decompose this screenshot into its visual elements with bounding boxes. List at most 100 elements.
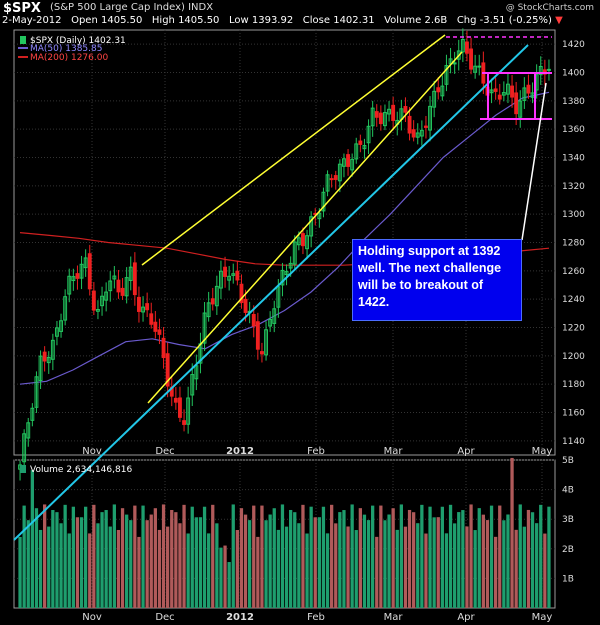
volume-bar	[137, 536, 141, 608]
candle-body	[325, 174, 330, 192]
y-tick-label: 1300	[562, 210, 585, 220]
volume-bar	[338, 512, 342, 608]
volume-bar	[293, 512, 297, 608]
volume-y-tick-label: 5B	[562, 456, 574, 466]
x-tick-label: Apr	[457, 446, 475, 457]
volume-panel	[13, 459, 556, 609]
candle-body	[317, 212, 322, 220]
candle-body	[87, 253, 92, 290]
candle-body	[342, 158, 346, 167]
volume-bar	[289, 509, 293, 608]
volume-bar	[284, 526, 289, 608]
candle-body	[235, 270, 240, 281]
volume-bar	[268, 514, 272, 608]
candle-body	[337, 163, 342, 182]
x-tick-label: Dec	[155, 612, 174, 623]
candle-body	[374, 111, 379, 118]
candle-body	[223, 266, 227, 277]
candle-body	[288, 262, 293, 269]
volume-bar	[211, 504, 215, 608]
candle-body	[165, 353, 170, 387]
candles	[18, 28, 551, 481]
candle-body	[440, 85, 445, 97]
volume-bar	[223, 545, 227, 608]
price-legend: $SPX (Daily) 1402.31 MA(50) 1385.85 MA(2…	[18, 36, 126, 63]
volume-bar	[186, 533, 190, 608]
candle-body	[91, 290, 96, 311]
candle-body	[301, 233, 305, 247]
candle-body	[153, 321, 158, 332]
volume-bar	[514, 529, 518, 608]
volume-bar	[120, 508, 125, 608]
candle-body	[522, 87, 527, 101]
volume-bar	[325, 533, 330, 608]
copyright: @ StockCharts.com	[505, 3, 594, 13]
volume-bar	[461, 510, 465, 608]
volume-bar	[297, 523, 301, 608]
volume-bar	[280, 504, 285, 608]
change-down-arrow-icon: ▼	[555, 15, 563, 26]
volume-bar	[543, 533, 547, 608]
candle-body	[264, 329, 268, 356]
candle-body	[424, 125, 428, 128]
volume-bar	[539, 504, 543, 608]
candle-body	[489, 89, 494, 94]
candle-body	[26, 422, 31, 439]
candle-body	[182, 420, 186, 425]
y-tick-label: 1380	[562, 97, 585, 107]
candle-body	[42, 351, 47, 362]
volume-bar	[272, 508, 276, 608]
volume-bar	[444, 533, 449, 608]
candle-body	[477, 65, 482, 68]
candle-body	[547, 68, 551, 71]
quote-close: 1402.31	[333, 15, 375, 26]
volume-bar	[391, 508, 395, 608]
volume-bar	[453, 523, 457, 608]
legend-price: $SPX (Daily) 1402.31	[30, 36, 126, 46]
volume-bar	[243, 514, 248, 608]
y-tick-label: 1220	[562, 324, 585, 334]
volume-bar	[457, 512, 461, 608]
candle-body	[137, 296, 141, 312]
candle-body	[38, 355, 43, 382]
y-tick-label: 1280	[562, 239, 585, 249]
trend-lines	[13, 34, 552, 541]
volume-bar	[375, 536, 379, 608]
volume-bar	[235, 530, 239, 608]
volume-bar	[30, 470, 34, 608]
candle-body	[120, 287, 125, 296]
volume-bar	[465, 526, 469, 608]
quote-date: 2-May-2012	[2, 15, 62, 26]
volume-bar	[412, 512, 416, 608]
volume-bar	[202, 506, 207, 608]
volume-bar	[535, 523, 539, 608]
candle-body	[260, 351, 264, 355]
candle-body	[272, 308, 277, 324]
volume-bar	[34, 508, 39, 608]
volume-bar	[469, 504, 473, 608]
volume-bar	[129, 520, 133, 608]
volume-bar	[477, 508, 481, 608]
candle-body	[206, 302, 211, 318]
y-tick-label: 1240	[562, 295, 585, 305]
volume-bar	[362, 514, 367, 608]
volume-bar	[84, 506, 88, 608]
candle-body	[128, 266, 133, 281]
volume-bar	[112, 504, 116, 608]
candle-body	[108, 280, 113, 292]
volume-bar	[502, 520, 506, 608]
candle-body	[268, 318, 273, 327]
volume-bar	[194, 517, 198, 608]
volume-bar	[108, 526, 112, 608]
candle-body	[190, 374, 195, 396]
volume-bar	[260, 505, 264, 608]
y-tick-label: 1420	[562, 40, 585, 50]
candle-body	[530, 92, 535, 98]
candle-body	[124, 277, 129, 297]
candle-body	[514, 92, 519, 115]
x-tick-label: May	[532, 612, 553, 623]
volume-bar	[440, 506, 444, 608]
y-axis-labels: 1140 1160 1180 1200 1220 1240 1260 1280 1300 1320…	[562, 40, 585, 584]
candle-body	[255, 321, 260, 350]
volume-bar	[309, 506, 313, 608]
